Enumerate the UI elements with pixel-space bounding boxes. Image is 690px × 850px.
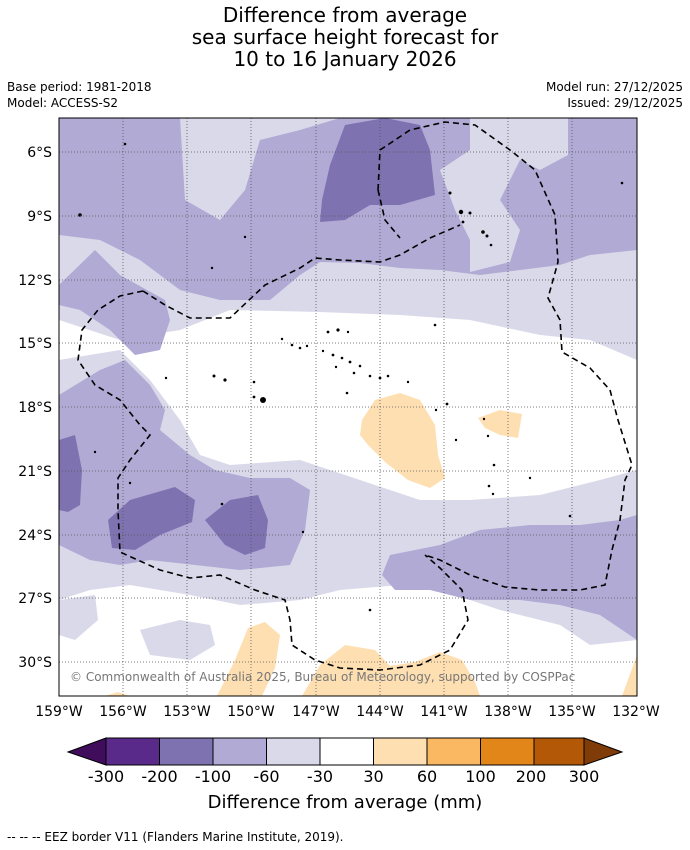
lat-tick-15s: 15°S	[18, 336, 52, 352]
anomaly-region-dark-west	[59, 435, 82, 512]
anomaly-region-light-south	[140, 620, 215, 660]
lon-tick-141w: 141°W	[420, 704, 468, 720]
colorbar-label-1: -300	[88, 767, 124, 786]
anomaly-region-dark-central	[205, 495, 268, 555]
lon-tick-138w: 138°W	[484, 704, 532, 720]
model-name: Model: ACCESS-S2	[7, 96, 119, 110]
colorbar-swatch-3	[212, 737, 267, 766]
anomaly-region-warm-south-3	[105, 692, 130, 696]
colorbar-extend-low	[66, 737, 107, 766]
lon-tick-150w: 150°W	[227, 704, 275, 720]
chart-title: Difference from average sea surface heig…	[0, 4, 690, 70]
sea-level-map: © Commonwealth of Australia 2025, Bureau…	[18, 117, 660, 786]
eez-borders	[77, 121, 633, 671]
islands	[78, 142, 624, 612]
colorbar-swatch-6	[373, 737, 428, 766]
lon-tick-132w: 132°W	[612, 704, 660, 720]
colorbar-swatch-4	[266, 737, 321, 766]
lon-tick-labels: 159°W 156°W 153°W 150°W 147°W 144°W 141°…	[35, 704, 660, 720]
colorbar-swatch-5	[319, 737, 374, 766]
anomaly-region-dark-southwest	[108, 487, 195, 550]
colorbar-label-2: -200	[141, 767, 177, 786]
colorbar-label-7: 60	[417, 767, 437, 786]
colorbar-swatch-7	[426, 737, 481, 766]
title-line-2: sea surface height forecast for	[191, 25, 499, 49]
colorbar	[66, 737, 624, 766]
colorbar-label-6: 30	[363, 767, 383, 786]
issued-date: Issued: 29/12/2025	[567, 96, 683, 110]
lon-tick-159w: 159°W	[35, 704, 83, 720]
anomaly-region-medium-west	[59, 250, 170, 355]
colorbar-labels: -300 -200 -100 -60 -30 30 60 100 200 300	[88, 767, 599, 786]
lat-tick-21s: 21°S	[18, 464, 52, 480]
lat-tick-30s: 30°S	[18, 655, 52, 671]
anomaly-region-warm-east	[478, 410, 522, 438]
eez-border-cook-islands-west	[77, 290, 469, 671]
anomaly-region-warm-south-1	[217, 622, 280, 696]
copyright-notice: © Commonwealth of Australia 2025, Bureau…	[70, 670, 575, 684]
eez-footnote: -- -- -- EEZ border V11 (Flanders Marine…	[7, 830, 344, 844]
model-run: Model run: 27/12/2025	[545, 80, 683, 94]
lon-tick-147w: 147°W	[292, 704, 340, 720]
eez-border-north-west	[142, 224, 461, 319]
lat-tick-24s: 24°S	[18, 528, 52, 544]
base-period: Base period: 1981-2018	[7, 80, 152, 94]
lon-tick-135w: 135°W	[548, 704, 596, 720]
lon-tick-144w: 144°W	[356, 704, 404, 720]
lat-tick-12s: 12°S	[18, 273, 52, 289]
map-frame	[58, 117, 638, 697]
map-gridlines	[59, 118, 637, 696]
lat-tick-labels: 6°S 9°S 12°S 15°S 18°S 21°S 24°S 27°S 30…	[18, 145, 52, 671]
lon-tick-156w: 156°W	[99, 704, 147, 720]
colorbar-extend-high	[583, 737, 624, 766]
anomaly-region-light-southwest	[59, 595, 98, 640]
colorbar-label-8: 100	[465, 767, 496, 786]
colorbar-swatch-1	[105, 737, 160, 766]
colorbar-label-4: -60	[253, 767, 279, 786]
lat-tick-27s: 27°S	[18, 591, 52, 607]
colorbar-title: Difference from average (mm)	[207, 792, 483, 813]
lat-tick-6s: 6°S	[27, 145, 52, 161]
eez-border-french-polynesia	[377, 121, 633, 591]
anomaly-region-warm-east-small	[622, 655, 637, 696]
colorbar-label-5: -30	[307, 767, 333, 786]
title-line-3: 10 to 16 January 2026	[233, 47, 457, 71]
anomaly-region-dark-north	[320, 118, 435, 222]
anomaly-fields	[59, 118, 637, 696]
colorbar-label-9: 200	[516, 767, 547, 786]
colorbar-label-3: -100	[195, 767, 231, 786]
colorbar-label-10: 300	[569, 767, 600, 786]
anomaly-region-warm-central	[360, 393, 445, 488]
colorbar-swatch-9	[533, 737, 585, 766]
meta-left: Base period: 1981-2018 Model: ACCESS-S2	[7, 79, 152, 111]
anomaly-region-medium-east	[382, 515, 637, 640]
lat-tick-9s: 9°S	[27, 209, 52, 225]
colorbar-swatch-2	[159, 737, 214, 766]
title-line-1: Difference from average	[222, 3, 468, 27]
colorbar-swatch-8	[480, 737, 535, 766]
lat-tick-18s: 18°S	[18, 400, 52, 416]
meta-right: Model run: 27/12/2025 Issued: 29/12/2025	[546, 79, 683, 111]
lon-tick-153w: 153°W	[163, 704, 211, 720]
